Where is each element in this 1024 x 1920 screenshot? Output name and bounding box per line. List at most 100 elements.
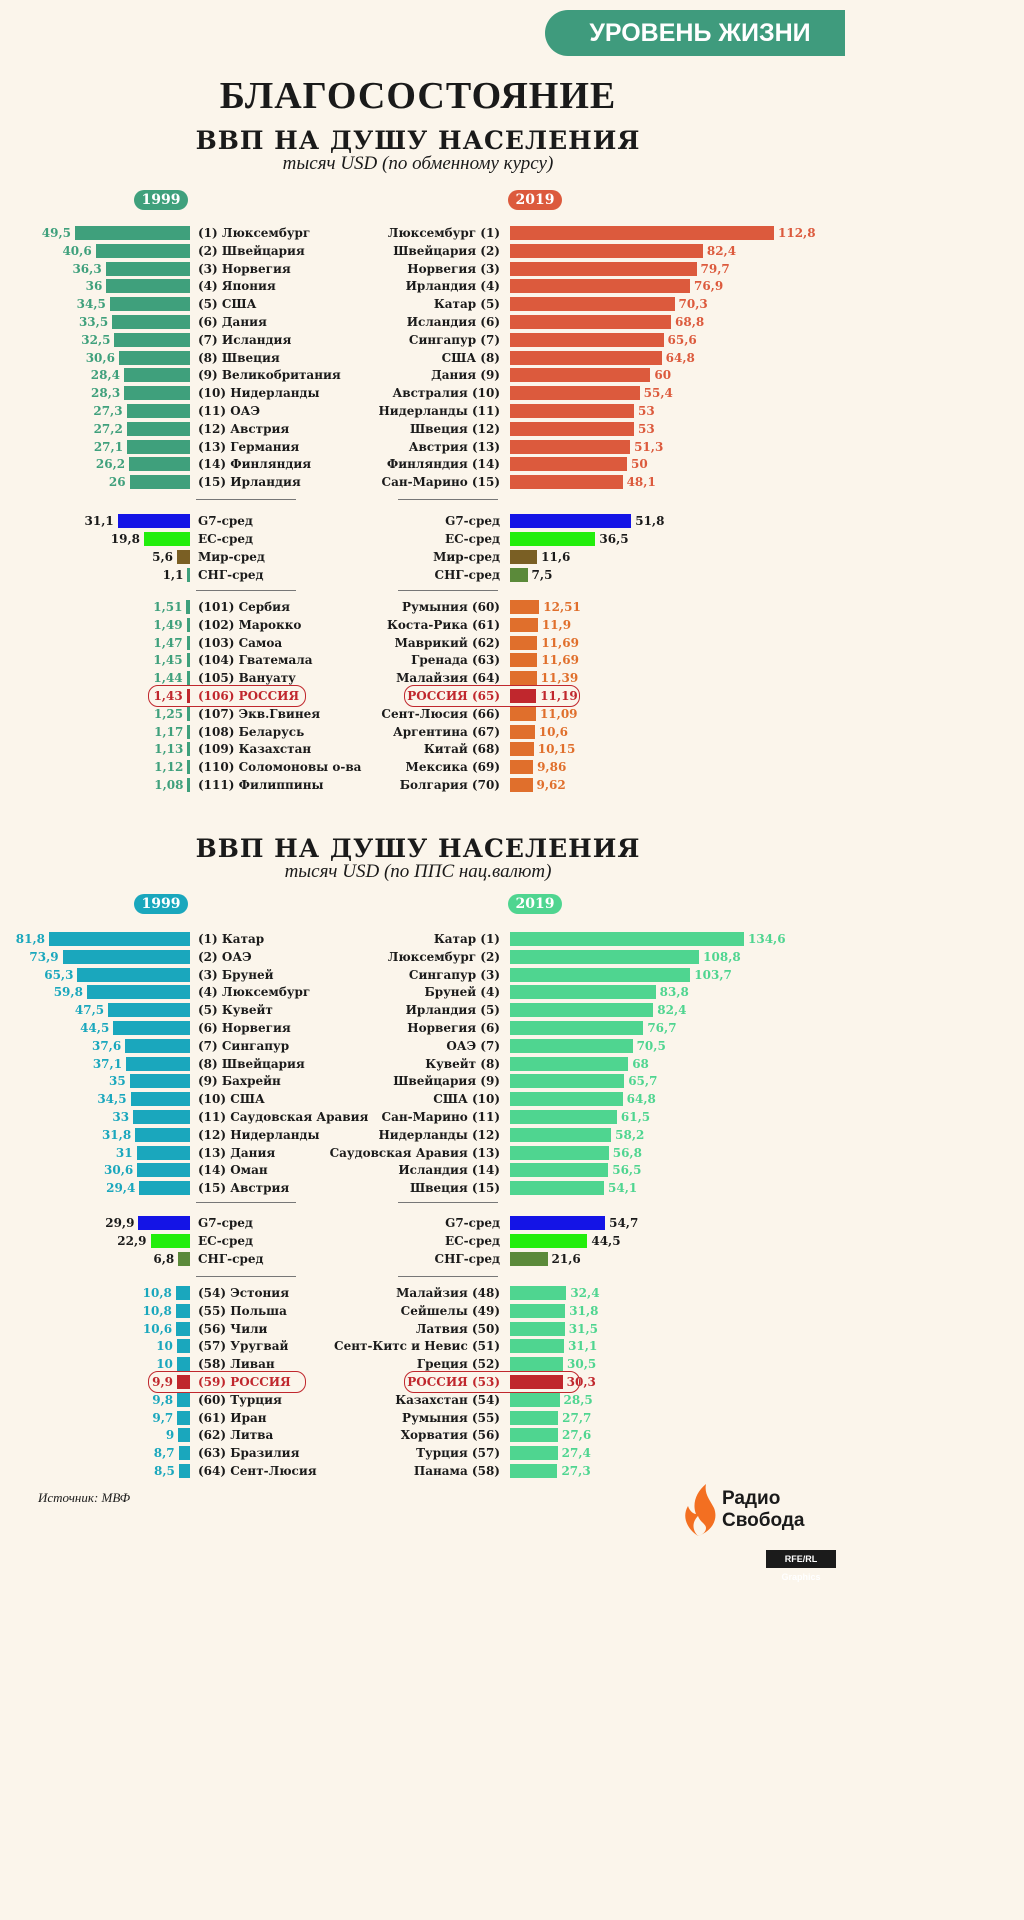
chart1-right-low-value-3: 11,69 <box>541 635 579 650</box>
chart1-left-avg-bar-4 <box>187 568 190 582</box>
chart2-right-top-value-12: 58,2 <box>615 1127 645 1142</box>
chart1-right-top-label-15: Сан-Марино (15) <box>381 475 500 490</box>
chart2-left-top-label-1: (1) Катар <box>198 932 265 946</box>
chart2-right-low-label-4: Сент-Китс и Невис (51) <box>334 1339 500 1354</box>
chart2-right-top-bar-7 <box>510 1038 633 1053</box>
chart2-right-low-bar-10 <box>510 1446 558 1461</box>
chart2-left-avg-bar-1 <box>138 1216 190 1230</box>
chart2-left-low-bar-9 <box>178 1428 190 1443</box>
chart2-left-top-bar-1 <box>49 932 190 946</box>
chart2-right-top-value-11: 61,5 <box>620 1110 651 1124</box>
chart1-right-low-value-5: 11,39 <box>540 671 579 686</box>
chart1-left-avg-label-2: ЕС-сред <box>198 532 254 546</box>
chart1-right-avg-label-2: ЕС-сред <box>444 532 500 546</box>
chart1-left-top-label-6: (6) Дания <box>198 315 267 329</box>
chart2-right-year-pill: 2019 <box>508 894 562 914</box>
source-note: Источник: МВФ <box>38 1490 131 1505</box>
chart1-right-russia-highlight <box>404 685 580 707</box>
credit-label: RFE/RL Graphics <box>766 1550 836 1582</box>
chart2-left-top-value-15: 29,4 <box>106 1181 136 1196</box>
chart2-right-low-label-1: Малайзия (48) <box>396 1286 500 1300</box>
chart1-left-top-value-3: 36,3 <box>72 261 102 276</box>
chart2-left-top-bar-9 <box>129 1074 190 1089</box>
chart2-right-top-bar-14 <box>510 1163 609 1178</box>
chart2-left-top-bar-12 <box>135 1127 190 1142</box>
chart1-left-low-bar-6 <box>186 689 190 703</box>
chart1-right-low-label-10: Мексика (69) <box>405 760 500 775</box>
chart1-left-low-label-5: (105) Вануату <box>198 671 296 686</box>
chart2-left-top-label-4: (4) Люксембург <box>198 985 311 1000</box>
chart2-left-top-value-9: 35 <box>108 1074 126 1089</box>
chart2-left-low-label-2: (55) Польша <box>198 1303 287 1318</box>
chart2-right-top-bar-13 <box>510 1145 609 1160</box>
chart1-right-year-pill: 2019 <box>508 190 562 210</box>
chart1-right-top-value-12: 53 <box>638 421 655 436</box>
chart2-right-top-value-4: 83,8 <box>659 985 689 1000</box>
chart2-right-russia-highlight <box>404 1371 580 1393</box>
chart2-right-top-label-12: Нидерланды (12) <box>378 1127 500 1142</box>
chart2-right-low-label-7: Казахстан (54) <box>395 1392 500 1407</box>
chart2-left-low-value-9: 9 <box>165 1428 175 1443</box>
chart1-left-top-bar-5 <box>109 297 190 312</box>
chart1-left-low-value-2: 1,49 <box>153 617 183 632</box>
chart2-left-top-value-8: 37,1 <box>92 1056 123 1071</box>
chart2-left-low-value-1: 10,8 <box>142 1286 172 1300</box>
chart1-right-low-bar-6 <box>510 689 537 703</box>
chart2-left-low-value-5: 10 <box>156 1357 173 1372</box>
chart2-left-top-bar-6 <box>113 1021 190 1035</box>
chart1-right-low-label-11: Болгария (70) <box>399 778 500 792</box>
chart2-left-low-label-1: (54) Эстония <box>198 1286 290 1300</box>
chart1-left-low-bar-4 <box>186 653 190 668</box>
chart1-right-avg-bar-3 <box>510 550 538 564</box>
chart2-left-avg-label-1: G7-сред <box>198 1216 253 1230</box>
chart1-left-top-bar-2 <box>95 243 190 258</box>
chart1-left-separator-2 <box>196 590 296 591</box>
chart1-right-top-bar-11 <box>510 404 635 418</box>
chart1-left-top-label-3: (3) Норвегия <box>198 261 291 276</box>
chart2-right-top-bar-10 <box>510 1092 623 1107</box>
chart2-left-separator-1 <box>196 1202 296 1203</box>
chart2-left-top-bar-7 <box>125 1038 190 1053</box>
chart1-left-avg-bar-3 <box>176 550 190 564</box>
chart1-right-top-bar-1 <box>510 226 774 240</box>
chart1-right-low-label-5: Малайзия (64) <box>396 671 500 686</box>
chart2-right-low-bar-11 <box>510 1464 558 1478</box>
chart2-left-low-value-4: 10 <box>156 1339 173 1354</box>
chart1-right-low-bar-2 <box>510 617 538 632</box>
chart2-left-top-value-14: 30,6 <box>104 1163 134 1178</box>
chart1-right-top-label-12: Швеция (12) <box>409 421 500 436</box>
chart2-left-top-label-15: (15) Австрия <box>198 1181 290 1196</box>
chart1-right-top-label-13: Австрия (13) <box>408 439 500 454</box>
chart1-right-top-bar-9 <box>510 368 651 383</box>
chart2-right-top-label-6: Норвегия (6) <box>407 1021 500 1035</box>
chart1-left-top-label-12: (12) Австрия <box>198 421 290 436</box>
chart1-right-top-value-14: 50 <box>631 457 648 472</box>
chart1-right-low-bar-4 <box>510 653 538 668</box>
chart2-left-top-bar-4 <box>86 985 190 1000</box>
chart1-left-top-value-4: 36 <box>85 279 103 294</box>
chart2-left-low-label-9: (62) Литва <box>198 1428 274 1443</box>
chart2-left-low-label-7: (60) Турция <box>198 1392 282 1407</box>
chart1-left-low-bar-11 <box>187 778 190 792</box>
chart1-left-low-value-3: 1,47 <box>153 635 183 650</box>
chart1-right-low-bar-10 <box>510 760 534 775</box>
chart2-left-top-bar-11 <box>133 1110 190 1124</box>
chart1-right-top-label-4: Ирландия (4) <box>405 279 500 294</box>
chart2-left-low-bar-7 <box>177 1392 190 1407</box>
chart2-left-top-bar-8 <box>126 1056 190 1071</box>
chart2-right-separator-2 <box>398 1276 498 1277</box>
chart1-left-top-bar-15 <box>129 475 190 490</box>
chart2-right-top-value-13: 56,8 <box>612 1145 642 1160</box>
chart1-right-top-bar-7 <box>510 332 664 347</box>
chart1-right-top-value-8: 64,8 <box>665 350 695 365</box>
chart2-right-low-label-8: Румыния (55) <box>402 1410 500 1425</box>
chart1-left-low-bar-8 <box>187 724 190 739</box>
chart1-right-top-bar-2 <box>510 243 703 258</box>
chart1-left-low-value-8: 1,17 <box>154 724 184 739</box>
chart2-right-top-value-2: 108,8 <box>703 949 741 964</box>
chart1-right-top-value-15: 48,1 <box>626 475 656 490</box>
chart2-left-avg-label-3: СНГ-сред <box>198 1251 264 1266</box>
chart1-left-low-bar-3 <box>186 635 190 650</box>
chart2-left-top-label-7: (7) Сингапур <box>198 1038 290 1053</box>
chart1-right-avg-bar-2 <box>510 532 596 546</box>
